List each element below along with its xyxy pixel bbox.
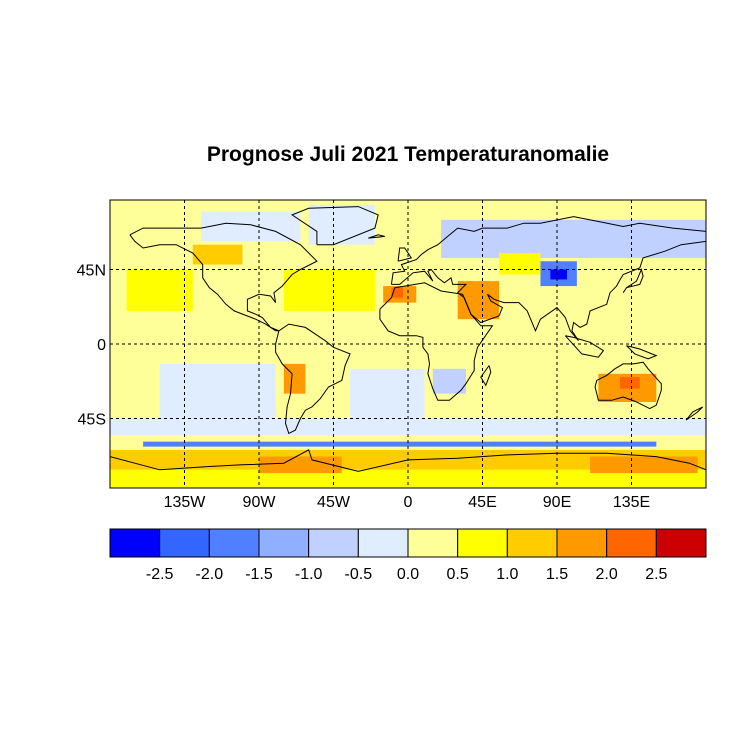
anomaly-region-24 xyxy=(590,456,698,474)
anomaly-region-9 xyxy=(283,269,375,311)
coastline-2 xyxy=(379,282,494,401)
anomaly-region-11 xyxy=(192,244,243,265)
map-title: Prognose Juli 2021 Temperaturanomalie xyxy=(206,143,610,166)
lat-tick-label: 45S xyxy=(78,411,106,428)
legend-tick-label: -1.0 xyxy=(295,566,323,583)
coastline-4 xyxy=(594,361,662,410)
anomaly-region-23 xyxy=(259,456,342,474)
legend-swatch xyxy=(407,528,459,558)
lon-tick-label: 90W xyxy=(243,494,277,511)
lat-tick-label: 45N xyxy=(77,263,106,280)
latitude-tick-labels: 45N 0 45S xyxy=(77,263,106,429)
anomaly-region-1 xyxy=(308,204,375,245)
legend-swatch xyxy=(308,528,359,558)
anomaly-region-4 xyxy=(550,269,567,280)
anomaly-region-7 xyxy=(432,368,466,394)
coastline-6 xyxy=(291,206,379,246)
lon-tick-label: 0 xyxy=(404,494,413,511)
anomaly-region-19 xyxy=(110,418,706,436)
lon-tick-label: 135E xyxy=(613,494,650,511)
legend-tick-label: -2.0 xyxy=(196,566,224,583)
anomaly-region-6 xyxy=(350,368,425,419)
anomaly-region-14 xyxy=(391,287,404,298)
legend-tick-label: 1.5 xyxy=(546,566,568,583)
legend-tick-label: 2.5 xyxy=(645,566,667,583)
legend-swatch xyxy=(655,528,707,558)
legend-swatch xyxy=(457,528,508,558)
lat-tick-label: 0 xyxy=(97,337,106,354)
legend-swatch xyxy=(159,528,210,558)
legend-swatch xyxy=(556,528,608,558)
legend-swatch xyxy=(606,528,657,558)
lon-tick-label: 45W xyxy=(317,494,351,511)
legend-tick-label: 2.0 xyxy=(596,566,618,583)
coastline-1 xyxy=(275,323,351,435)
legend-tick-label: -2.5 xyxy=(146,566,174,583)
coastline-9 xyxy=(564,335,605,358)
coastline-10 xyxy=(626,345,658,360)
coastline-0 xyxy=(129,222,318,332)
coastline-8 xyxy=(622,267,644,293)
coastline-11 xyxy=(480,365,492,387)
legend-tick-label: 0.5 xyxy=(447,566,469,583)
coastline-7 xyxy=(397,247,413,262)
legend-tick-label: 1.0 xyxy=(496,566,518,583)
anomaly-region-17 xyxy=(619,377,640,389)
legend-swatch xyxy=(109,528,161,558)
map-gridlines xyxy=(110,200,706,488)
legend-swatch xyxy=(258,528,310,558)
lon-tick-label: 45E xyxy=(468,494,496,511)
legend-swatch xyxy=(506,528,558,558)
coastline-12 xyxy=(368,234,385,239)
legend-swatch xyxy=(357,528,409,558)
coastlines xyxy=(110,206,706,472)
anomaly-region-8 xyxy=(499,252,541,275)
coastline-3 xyxy=(390,216,706,342)
anomaly-region-20 xyxy=(143,441,657,447)
lon-tick-label: 135W xyxy=(164,494,207,511)
coastline-13 xyxy=(685,406,704,421)
anomaly-region-2 xyxy=(201,211,301,242)
anomaly-region-10 xyxy=(126,269,193,311)
lon-tick-label: 90E xyxy=(543,494,571,511)
legend-tick-label: -1.5 xyxy=(245,566,273,583)
longitude-tick-labels: 135W 90W 45W 0 45E 90E 135E xyxy=(164,494,651,511)
map-frame xyxy=(109,199,707,489)
anomaly-region-0 xyxy=(441,219,706,258)
legend-tick-label: -0.5 xyxy=(345,566,373,583)
legend-swatch xyxy=(208,528,260,558)
legend-tick-label: 0.0 xyxy=(397,566,419,583)
color-legend: -2.5 -2.0 -1.5 -1.0 -0.5 0.0 0.5 1.0 1.5 2.0 2.5 xyxy=(109,528,707,583)
